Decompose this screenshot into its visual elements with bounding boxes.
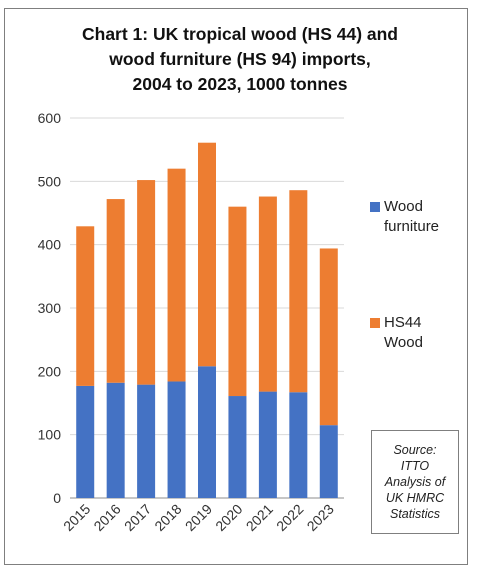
bar-hs44-wood: [76, 226, 95, 386]
y-tick-label: 100: [38, 427, 62, 443]
bar-hs44-wood: [167, 168, 186, 382]
chart-title-line-3: 2004 to 2023, 1000 tonnes: [132, 74, 348, 94]
x-tick-label: 2020: [212, 501, 245, 534]
x-tick-label: 2018: [151, 501, 184, 534]
source-note-box: Source: ITTO Analysis of UK HMRC Statist…: [371, 430, 459, 534]
bar-hs44-wood: [106, 199, 125, 383]
bar-wood-furniture: [289, 392, 308, 498]
x-tick-label: 2015: [60, 501, 93, 534]
y-tick-label: 300: [38, 300, 62, 316]
chart-title: Chart 1: UK tropical wood (HS 44) and wo…: [20, 22, 460, 97]
x-tick-label: 2019: [182, 501, 215, 534]
bar-wood-furniture: [198, 366, 216, 498]
bar-hs44-wood: [289, 190, 308, 393]
bar-wood-furniture: [76, 385, 95, 498]
bar-wood-furniture: [137, 384, 156, 498]
x-tick-label: 2023: [304, 501, 337, 534]
y-tick-label: 400: [38, 237, 62, 253]
bar-hs44-wood: [228, 206, 247, 397]
bar-hs44-wood: [258, 196, 277, 392]
bar-wood-furniture: [106, 382, 125, 498]
y-tick-label: 600: [38, 110, 62, 126]
legend-label-wood-furniture: Wood furniture: [384, 198, 440, 235]
legend-swatch-wood-furniture: [370, 202, 380, 212]
bar-wood-furniture: [228, 396, 247, 498]
y-tick-label: 200: [38, 363, 62, 379]
y-tick-label: 500: [38, 173, 62, 189]
bar-wood-furniture: [258, 391, 277, 498]
y-tick-label: 0: [53, 490, 61, 506]
x-tick-label: 2022: [273, 501, 306, 534]
bar-wood-furniture: [167, 381, 186, 498]
source-note-text: Source: ITTO Analysis of UK HMRC Statist…: [384, 443, 446, 521]
bar-hs44-wood: [137, 180, 156, 385]
chart-title-line-2: wood furniture (HS 94) imports,: [109, 49, 371, 69]
x-tick-label: 2017: [121, 501, 154, 534]
legend-label-hs44-wood: HS44 Wood: [384, 314, 423, 351]
bar-hs44-wood: [198, 142, 216, 367]
x-tick-label: 2021: [243, 501, 276, 534]
bar-hs44-wood: [319, 248, 338, 426]
chart-title-line-1: Chart 1: UK tropical wood (HS 44) and: [82, 24, 398, 44]
legend-swatch-hs44-wood: [370, 318, 380, 328]
x-tick-label: 2016: [90, 501, 123, 534]
bar-wood-furniture: [319, 425, 338, 498]
